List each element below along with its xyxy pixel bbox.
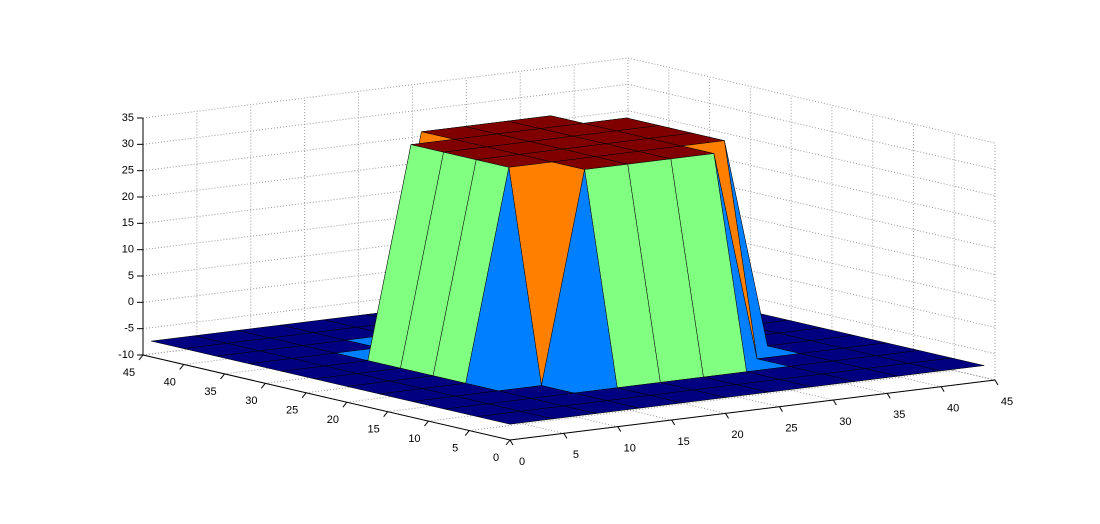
x-tick-label: 10: [624, 443, 636, 455]
tick-mark: [505, 439, 511, 446]
x-tick-label: 35: [893, 409, 905, 421]
grid-line: [142, 215, 629, 277]
grid-line: [142, 83, 629, 145]
x-tick-label: 40: [947, 403, 959, 415]
z-tick-label: -10: [118, 349, 134, 361]
z-tick-label: 30: [122, 138, 134, 150]
grid-line: [142, 268, 629, 330]
x-tick-label: 0: [519, 456, 525, 468]
y-tick-label: 35: [204, 386, 216, 398]
grid-line: [142, 162, 629, 224]
grid-line: [142, 110, 629, 172]
z-tick-label: 5: [128, 270, 134, 282]
y-tick-label: 20: [327, 414, 339, 426]
axis-line: [142, 354, 511, 441]
tick-mark: [179, 364, 185, 370]
z-tick-label: -5: [124, 323, 134, 335]
x-tick-label: 30: [839, 416, 851, 428]
y-tick-label: 5: [452, 442, 458, 454]
tick-mark: [725, 413, 729, 419]
tick-mark: [260, 383, 266, 389]
x-tick-label: 15: [678, 436, 690, 448]
tick-mark: [779, 406, 783, 412]
tick-mark: [671, 419, 676, 426]
tick-mark: [563, 433, 568, 439]
z-tick-label: 35: [122, 112, 134, 124]
x-tick-label: 45: [1001, 396, 1013, 408]
grid-line: [627, 57, 996, 144]
y-tick-label: 0: [493, 452, 499, 464]
tick-mark: [342, 401, 348, 408]
z-tick-label: 10: [122, 244, 134, 256]
z-tick-label: 15: [122, 217, 134, 229]
tick-mark: [886, 393, 891, 399]
x-tick-label: 20: [731, 429, 743, 441]
tick-mark: [464, 430, 470, 436]
tick-mark: [940, 386, 945, 392]
z-tick-label: 0: [128, 296, 134, 308]
y-tick-label: 10: [408, 433, 420, 445]
y-tick-label: 40: [164, 376, 176, 388]
tick-mark: [138, 354, 144, 361]
y-tick-label: 45: [123, 367, 135, 379]
tick-mark: [220, 373, 225, 380]
tick-mark: [617, 426, 622, 432]
x-tick-label: 5: [573, 449, 579, 461]
y-tick-label: 25: [286, 405, 298, 417]
grid-line: [469, 370, 955, 432]
x-tick-label: 25: [785, 423, 797, 435]
grid-line: [142, 241, 629, 303]
y-tick-label: 30: [245, 395, 257, 407]
tick-mark: [383, 411, 389, 417]
axis-line: [509, 379, 996, 441]
surface-face: [477, 411, 554, 425]
tick-mark: [424, 420, 429, 427]
tick-mark: [994, 379, 999, 386]
y-tick-label: 15: [368, 424, 380, 436]
grid-line: [142, 57, 629, 119]
grid-line: [142, 136, 629, 198]
tick-mark: [832, 399, 837, 406]
tick-mark: [509, 439, 514, 446]
z-tick-label: 20: [122, 191, 134, 203]
grid-line: [142, 189, 629, 251]
z-tick-label: 25: [122, 165, 134, 177]
tick-mark: [301, 392, 307, 399]
